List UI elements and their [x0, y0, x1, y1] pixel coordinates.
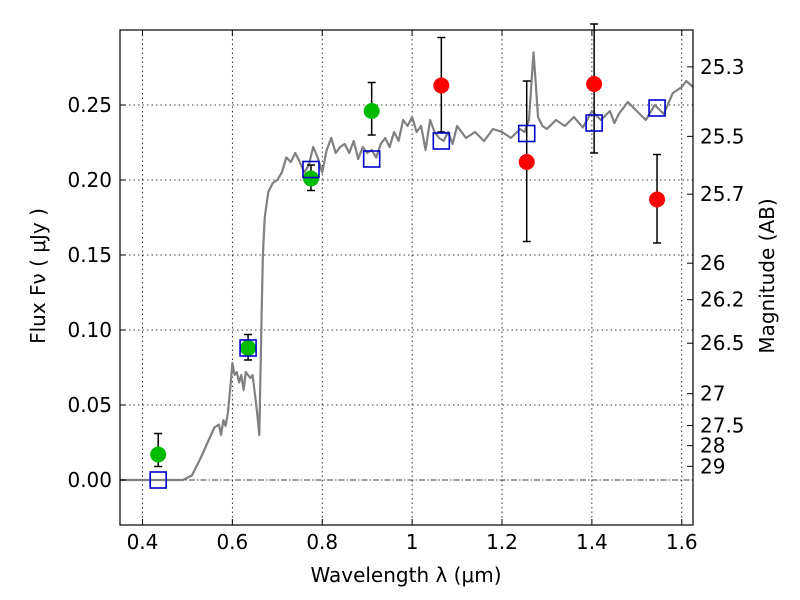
grid-lines: [120, 30, 693, 525]
model-photometry-square: [517, 124, 536, 143]
x-tick-label: 1: [406, 530, 419, 554]
y-tick-label: 0.00: [67, 468, 112, 492]
y-tick-label: 0.25: [67, 93, 112, 117]
model-photometry-square: [362, 150, 381, 168]
green-data-point: [303, 170, 319, 187]
red-data-point: [433, 77, 450, 94]
y2-tick-label: 27.5: [700, 414, 745, 438]
red-data-point: [649, 191, 666, 208]
y2-tick-label: 25.5: [700, 124, 745, 148]
x-axis-title: Wavelength λ (μm): [310, 563, 501, 587]
y2-tick-label: 26: [700, 251, 725, 275]
model-photometry-square: [302, 160, 320, 179]
x-tick-label: 1.2: [486, 530, 518, 554]
green-data-point: [240, 340, 257, 356]
photometry-layer: [149, 23, 666, 489]
x-tick-label: 1.6: [666, 530, 698, 554]
y2-axis-title: Magnitude (AB): [755, 198, 779, 353]
green-data-point: [363, 103, 380, 119]
model-spectrum-line: [120, 51, 694, 482]
y2-tick-label: 25.3: [700, 55, 745, 79]
model-photometry-square: [648, 99, 666, 117]
axes: [119, 29, 694, 526]
model-photometry-square: [239, 339, 257, 357]
y2-tick-label: 28: [700, 434, 725, 458]
y2-tick-label: 25.7: [700, 182, 745, 206]
plot-frame: [119, 29, 694, 526]
y2-tick-label: 27: [700, 382, 725, 406]
y2-tick-label: 26.5: [700, 331, 745, 355]
y-tick-label: 0.05: [67, 393, 112, 417]
y-tick-label: 0.10: [67, 318, 112, 342]
y-tick-label: 0.15: [67, 243, 112, 267]
model-photometry-square: [149, 471, 167, 489]
x-tick-label: 0.4: [127, 530, 159, 554]
y2-tick-label: 29: [700, 454, 725, 478]
model-photometry-square: [585, 114, 603, 132]
red-data-point: [518, 154, 535, 170]
model-photometry-square: [432, 132, 451, 150]
x-tick-label: 1.4: [576, 530, 608, 554]
y2-tick-label: 26.2: [700, 288, 745, 312]
green-data-point: [150, 446, 167, 463]
x-tick-label: 0.8: [306, 530, 338, 554]
tick-labels: 0.4 0.6 0.8 1 1.2 1.4 1.6 0.00 0.05 0.10 0.15 0.20 0…: [67, 55, 744, 554]
model-spectrum-layer: [120, 51, 694, 482]
y-axis-title: Flux Fν ( μJy ): [26, 208, 50, 344]
red-data-point: [586, 76, 603, 92]
y-tick-label: 0.20: [67, 168, 112, 192]
x-tick-label: 0.6: [216, 530, 248, 554]
